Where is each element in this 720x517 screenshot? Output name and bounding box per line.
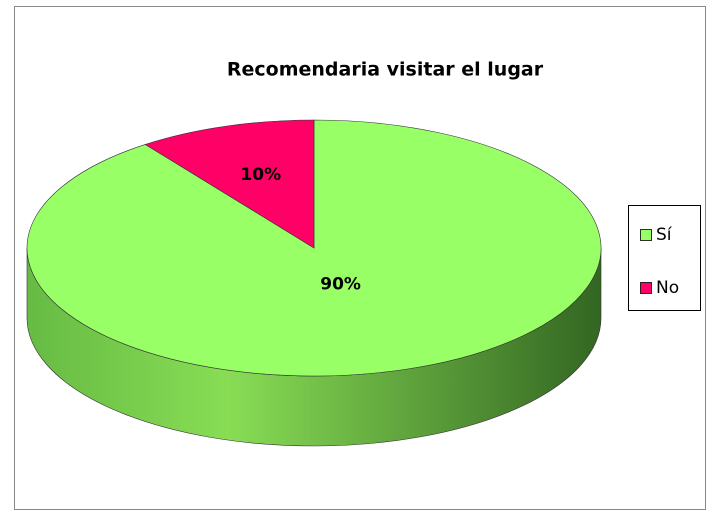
chart-title: Recomendaria visitar el lugar [227, 59, 544, 81]
legend-swatch [640, 229, 652, 241]
slice [144, 119, 315, 249]
data-label: 10% [240, 165, 281, 185]
legend-swatch [640, 282, 652, 294]
legend-label: No [656, 278, 679, 298]
legend-label: Sí [656, 225, 673, 245]
data-label: 90% [320, 275, 361, 295]
